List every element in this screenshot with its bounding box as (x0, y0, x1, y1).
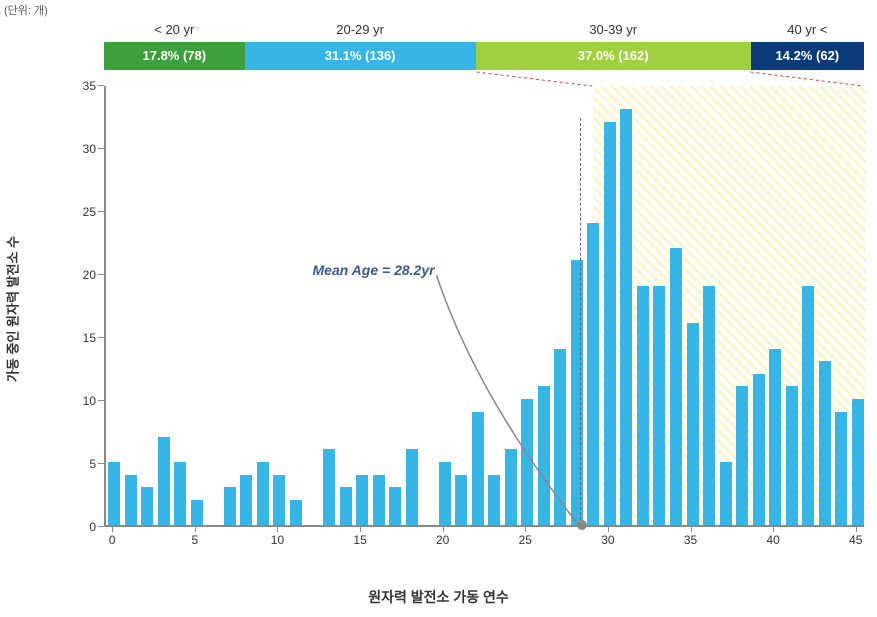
age-group-bar: 14.2% (62) (751, 42, 864, 70)
bar (637, 286, 649, 525)
age-group-label: 20-29 yr (245, 20, 476, 42)
bar (191, 500, 203, 525)
bar (240, 475, 252, 525)
y-tick-label: 10 (83, 394, 96, 408)
bar (819, 361, 831, 525)
bar (356, 475, 368, 525)
age-group-label: < 20 yr (104, 20, 245, 42)
y-axis: 05101520253035 (60, 86, 104, 527)
bar (852, 399, 864, 525)
plot-area: Mean Age = 28.2yr (104, 86, 864, 527)
x-tick-mark (112, 527, 113, 532)
bar (273, 475, 285, 525)
age-group-bar: 31.1% (136) (245, 42, 476, 70)
bar (455, 475, 467, 525)
y-tick-label: 0 (89, 520, 96, 534)
x-tick-label: 15 (353, 533, 366, 547)
bar (736, 386, 748, 525)
bar (538, 386, 550, 525)
x-tick-label: 40 (766, 533, 779, 547)
bar (521, 399, 533, 525)
bar (158, 437, 170, 525)
bar (290, 500, 302, 525)
bar (340, 487, 352, 525)
bar (554, 349, 566, 525)
bar (488, 475, 500, 525)
bar (604, 122, 616, 525)
x-tick-label: 20 (436, 533, 449, 547)
bar (373, 475, 385, 525)
bar (653, 286, 665, 525)
age-group-label: 30-39 yr (476, 20, 751, 42)
y-tick-label: 5 (89, 457, 96, 471)
x-tick-mark (856, 527, 857, 532)
chart-area: 0 5 10 15 20 25 30 35 Mean Age = 28.2yr 0 5 10 15 2… (60, 86, 864, 557)
bar (786, 386, 798, 525)
x-axis: 0 5 10 15 20 25 30 35 40 45 (104, 527, 864, 557)
x-tick-label: 45 (849, 533, 862, 547)
bar (389, 487, 401, 525)
bar (687, 323, 699, 525)
bar (108, 462, 120, 525)
age-group-header: < 20 yr20-29 yr30-39 yr40 yr < 17.8% (78… (104, 20, 864, 70)
x-tick-label: 25 (519, 533, 532, 547)
x-tick-mark (608, 527, 609, 532)
x-tick-label: 0 (109, 533, 116, 547)
x-axis-label: 원자력 발전소 가동 연수 (368, 587, 508, 607)
y-tick-label: 15 (83, 331, 96, 345)
mean-age-label: Mean Age = 28.2yr (313, 262, 435, 278)
x-tick-mark (773, 527, 774, 532)
x-tick-label: 10 (271, 533, 284, 547)
y-tick-label: 35 (83, 79, 96, 93)
bar (670, 248, 682, 525)
bar (753, 374, 765, 525)
x-tick-label: 30 (601, 533, 614, 547)
x-tick-label: 35 (684, 533, 697, 547)
bar (439, 462, 451, 525)
bar (769, 349, 781, 525)
bar (125, 475, 137, 525)
bars-container (106, 86, 864, 525)
x-tick-mark (691, 527, 692, 532)
age-group-label: 40 yr < (751, 20, 864, 42)
y-tick-label: 30 (83, 142, 96, 156)
age-group-bar: 37.0% (162) (476, 42, 751, 70)
bar (472, 412, 484, 525)
unit-label: (단위: 개) (4, 2, 48, 18)
y-axis-label: 가동 중인 원자력 발전소 수 (3, 235, 22, 381)
bar (835, 412, 847, 525)
mean-age-line (580, 118, 581, 525)
bar (802, 286, 814, 525)
x-tick-mark (443, 527, 444, 532)
y-tick-label: 20 (83, 268, 96, 282)
age-group-bar: 17.8% (78) (104, 42, 245, 70)
bar (720, 462, 732, 525)
bar (141, 487, 153, 525)
bar (620, 109, 632, 525)
bar (174, 462, 186, 525)
bar (224, 487, 236, 525)
bar (505, 449, 517, 525)
bar (406, 449, 418, 525)
x-tick-label: 5 (192, 533, 199, 547)
bar (587, 223, 599, 525)
x-tick-mark (277, 527, 278, 532)
bar (703, 286, 715, 525)
x-tick-mark (360, 527, 361, 532)
bar (257, 462, 269, 525)
x-tick-mark (195, 527, 196, 532)
y-tick-label: 25 (83, 205, 96, 219)
bar (323, 449, 335, 525)
x-tick-mark (525, 527, 526, 532)
